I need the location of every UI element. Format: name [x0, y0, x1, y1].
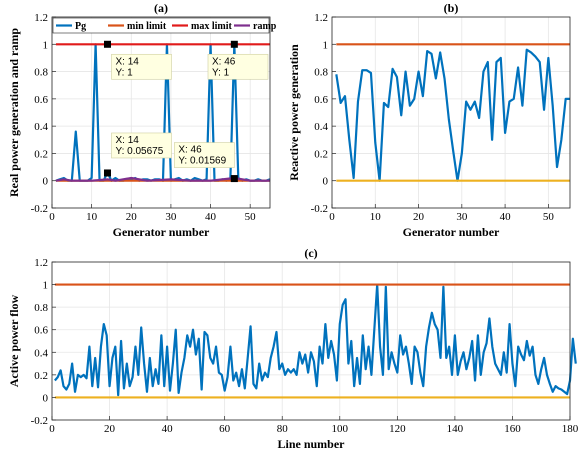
y-tick-label: 1: [323, 39, 329, 51]
y-tick-label: 0.4: [34, 121, 48, 133]
legend-label: max limit: [191, 21, 232, 32]
chart-title: (c): [304, 246, 317, 260]
datatip-box: [174, 142, 235, 168]
datatip-marker: [103, 40, 111, 48]
y-axis-label: Real power generation and ramp: [7, 28, 21, 197]
y-tick-label: 0.6: [314, 94, 328, 106]
y-tick-label: 1: [43, 280, 49, 292]
datatip-text: Y: 1: [212, 67, 230, 78]
x-tick-label: 140: [447, 423, 464, 435]
y-tick-label: 0.8: [34, 67, 48, 79]
y-tick-label: 1.2: [34, 257, 48, 269]
series-line-0-3: [55, 176, 270, 182]
y-tick-label: 0.4: [314, 121, 328, 133]
chart-c: -0.200.20.40.60.811.20 20 40 60 80 100 120 140 1…: [7, 246, 579, 451]
datatip-text: X: 46: [212, 56, 236, 67]
datatip-text: Y: 0.01569: [178, 156, 226, 167]
datatip-marker: [103, 169, 111, 177]
datatip-marker: [230, 40, 238, 48]
y-tick-label: 1.2: [34, 12, 48, 24]
x-tick-label: 120: [389, 423, 406, 435]
datatip: X: 46Y: 0.01569: [174, 142, 235, 168]
x-axis-label: Line number: [277, 437, 345, 451]
y-tick-label: 0.6: [34, 325, 48, 337]
datatip: X: 46Y: 1: [207, 53, 269, 80]
axes-box: [51, 261, 571, 421]
datatip-text: X: 14: [115, 135, 139, 146]
legend-label: ramp: [253, 21, 277, 32]
y-tick-label: 0.2: [34, 148, 48, 160]
datatip-text: Y: 1: [115, 67, 133, 78]
y-axis-label: Active power flow: [7, 294, 21, 387]
y-tick-label: 0.2: [34, 370, 48, 382]
chart-a: -0.200.20.40.60.811.20 10 20 30 40 50(a)Gener…: [7, 1, 277, 239]
x-tick-label: 30: [165, 211, 177, 223]
x-tick-label: 0: [329, 211, 335, 223]
legend-box: [52, 17, 270, 34]
series-line-1-0: [335, 48, 570, 182]
x-tick-label: 0: [49, 211, 55, 223]
y-tick-label: -0.2: [311, 203, 328, 215]
x-tick-label: 160: [504, 423, 521, 435]
x-tick-label: 40: [500, 211, 512, 223]
x-axis-label: Generator number: [113, 225, 210, 239]
series-line-2-0: [54, 283, 577, 397]
y-tick-label: 0.4: [34, 347, 48, 359]
datatip: X: 14Y: 0.05675: [111, 132, 172, 159]
chart-title: (b): [444, 1, 459, 15]
legend-label: min limit: [127, 21, 167, 32]
x-tick-label: 100: [332, 423, 349, 435]
datatip-text: X: 46: [178, 145, 202, 156]
x-tick-label: 50: [543, 211, 555, 223]
y-tick-label: 1.2: [314, 12, 328, 24]
y-tick-label: 0: [43, 392, 49, 404]
x-tick-label: 10: [86, 211, 98, 223]
legend-label: Pg: [75, 21, 86, 32]
datatip-box: [111, 132, 172, 159]
y-tick-label: 1: [43, 39, 49, 51]
x-tick-label: 20: [126, 211, 138, 223]
x-tick-label: 10: [370, 211, 382, 223]
legend: Pg min limit max limit ramp: [52, 17, 277, 34]
datatip-text: Y: 0.05675: [115, 146, 163, 157]
axes-box: [331, 16, 571, 209]
datatip-text: X: 14: [115, 56, 139, 67]
x-tick-label: 20: [104, 423, 116, 435]
datatip: X: 14Y: 1: [111, 53, 172, 80]
y-tick-label: 0.8: [34, 302, 48, 314]
x-tick-label: 20: [413, 211, 425, 223]
x-tick-label: 60: [219, 423, 231, 435]
x-tick-label: 40: [162, 423, 174, 435]
chart-b: -0.200.20.40.60.811.20 10 20 30 40 50(b)Gener…: [287, 1, 571, 239]
x-tick-label: 30: [456, 211, 468, 223]
datatip-marker: [230, 175, 238, 183]
datatip-box: [207, 53, 269, 80]
x-axis-label: Generator number: [403, 225, 500, 239]
y-tick-label: 0: [323, 176, 329, 188]
y-tick-label: 0: [43, 176, 49, 188]
chart-title: (a): [154, 1, 168, 15]
y-tick-label: 0.8: [314, 67, 328, 79]
x-tick-label: 0: [49, 423, 55, 435]
y-tick-label: -0.2: [31, 203, 48, 215]
x-tick-label: 80: [277, 423, 289, 435]
y-tick-label: 0.2: [314, 148, 328, 160]
x-tick-label: 180: [562, 423, 579, 435]
y-tick-label: -0.2: [31, 415, 48, 427]
x-tick-label: 40: [205, 211, 217, 223]
axes-box: [51, 16, 271, 209]
y-tick-label: 0.6: [34, 94, 48, 106]
y-axis-label: Reactive power generation: [287, 44, 301, 181]
x-tick-label: 50: [245, 211, 257, 223]
datatip-box: [111, 53, 172, 80]
